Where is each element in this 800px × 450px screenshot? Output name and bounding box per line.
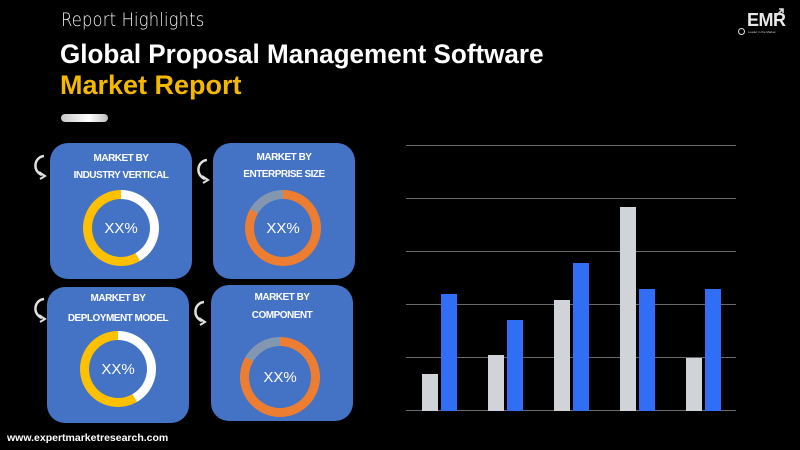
- card-label-line2: ENTERPRISE SIZE: [243, 169, 325, 180]
- report-title: Global Proposal Management Software: [60, 39, 544, 69]
- circular-arrow-icon: [34, 297, 47, 323]
- circular-arrow-icon: [194, 300, 207, 326]
- gridline: [406, 410, 736, 411]
- card-deployment-model: MARKET BY DEPLOYMENT MODEL XX%: [47, 287, 189, 423]
- website-url[interactable]: www.expertmarketresearch.com: [7, 432, 169, 444]
- report-title-accent: Market Report: [60, 70, 242, 100]
- donut-chart: XX%: [240, 337, 320, 417]
- circular-arrow-icon: [34, 154, 47, 180]
- card-component: MARKET BY COMPONENT XX%: [211, 285, 353, 421]
- donut-chart: XX%: [80, 331, 156, 407]
- card-label-line1: MARKET BY: [256, 152, 312, 163]
- gridline: [406, 357, 736, 358]
- card-label-line2: DEPLOYMENT MODEL: [67, 313, 169, 324]
- bar-series-2: [573, 262, 589, 411]
- logo-ring-icon: [738, 28, 745, 35]
- card-enterprise-size: MARKET BY ENTERPRISE SIZE XX%: [213, 143, 355, 279]
- gridline: [406, 145, 736, 146]
- card-label-line1: MARKET BY: [93, 153, 149, 164]
- card-industry-vertical: MARKET BY INDUSTRY VERTICAL XX%: [50, 143, 192, 279]
- card-label-line1: MARKET BY: [90, 293, 146, 304]
- donut-value: XX%: [249, 346, 311, 408]
- bar-series-2: [441, 294, 457, 411]
- card-label-line2: INDUSTRY VERTICAL: [73, 170, 169, 181]
- circular-arrow-icon: [197, 158, 210, 184]
- report-subtitle: Report Highlights: [61, 9, 205, 31]
- gridline: [406, 251, 736, 252]
- bar-series-2: [507, 319, 523, 411]
- emr-logo: EMR Leader in the Market: [737, 7, 787, 35]
- bar-series-2: [705, 289, 721, 411]
- bar-series-1: [421, 373, 438, 411]
- bar-series-2: [639, 289, 655, 411]
- gridline: [406, 304, 736, 305]
- title-divider: [61, 114, 108, 122]
- bar-series-1: [553, 299, 570, 411]
- logo-tagline: Leader in the Market: [748, 30, 776, 34]
- bar-series-1: [685, 358, 702, 411]
- donut-value: XX%: [89, 340, 147, 398]
- bar-series-1: [487, 355, 504, 411]
- donut-chart: XX%: [245, 190, 321, 266]
- card-label-line2: COMPONENT: [251, 310, 313, 321]
- bar-chart: [406, 145, 736, 411]
- card-label-line1: MARKET BY: [254, 292, 310, 303]
- donut-chart: XX%: [83, 190, 159, 266]
- bar-series-1: [619, 206, 636, 411]
- logo-arrow-icon: [775, 8, 784, 17]
- donut-value: XX%: [92, 199, 150, 257]
- donut-value: XX%: [254, 199, 312, 257]
- gridline: [406, 198, 736, 199]
